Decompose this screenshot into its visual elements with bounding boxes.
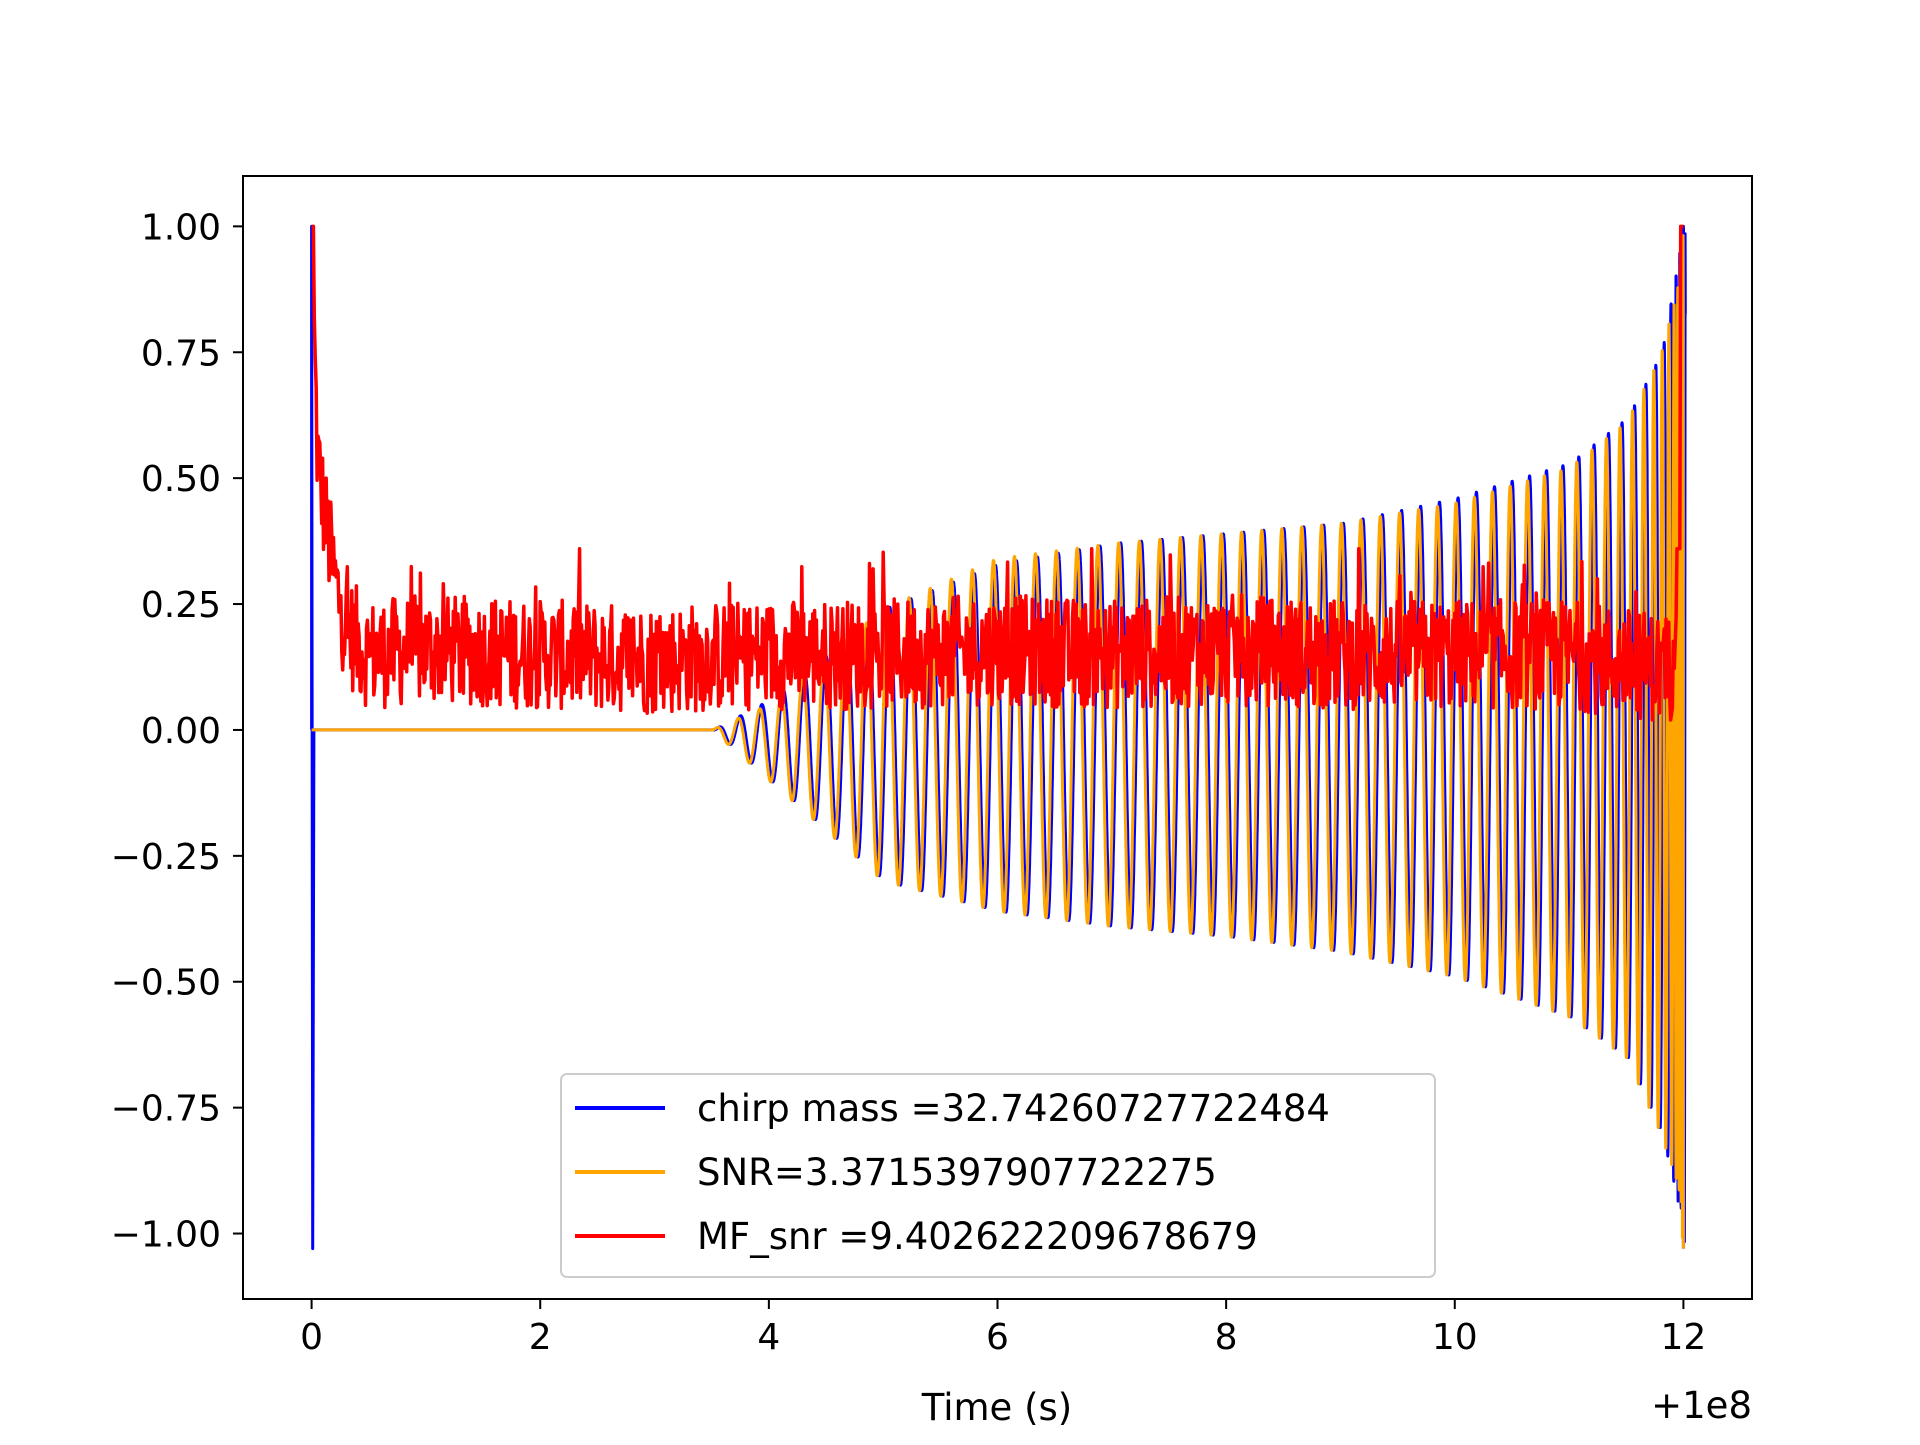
legend-label-snr: SNR=3.3715397907722275 — [697, 1151, 1217, 1194]
series-layer — [310, 224, 1687, 1251]
x-tick-label: 2 — [529, 1317, 552, 1358]
x-tick-label: 4 — [757, 1317, 780, 1358]
x-axis-label: Time (s) — [921, 1386, 1072, 1429]
x-tick-label: 8 — [1215, 1317, 1238, 1358]
y-tick-label: 1.00 — [141, 207, 221, 248]
y-tick-label: −1.00 — [111, 1215, 221, 1256]
series-line-mf-snr — [310, 224, 1685, 722]
y-tick-label: −0.25 — [111, 837, 221, 878]
y-axis: 1.00 0.75 0.50 0.25 0.00 −0.25 −0.50 −0.75 −1.00 — [111, 207, 243, 1256]
y-tick-label: 0.50 — [141, 459, 221, 500]
x-tick-label: 12 — [1661, 1317, 1707, 1358]
x-tick-label: 0 — [300, 1317, 323, 1358]
y-tick-label: 0.75 — [141, 333, 221, 374]
legend-label-chirp-mass: chirp mass =32.74260727722484 — [697, 1087, 1330, 1130]
legend: chirp mass =32.74260727722484 SNR=3.3715… — [560, 1073, 1436, 1278]
x-offset-text: +1e8 — [1651, 1384, 1752, 1427]
y-tick-label: 0.25 — [141, 585, 221, 626]
y-tick-label: −0.50 — [111, 963, 221, 1004]
x-axis: 0 2 4 6 8 10 12 — [300, 1299, 1706, 1358]
y-tick-label: −0.75 — [111, 1089, 221, 1130]
legend-label-mf-snr: MF_snr =9.402622209678679 — [697, 1215, 1258, 1258]
x-tick-label: 6 — [986, 1317, 1009, 1358]
legend-frame — [560, 1073, 1436, 1278]
y-tick-label: 0.00 — [141, 711, 221, 752]
x-tick-label: 10 — [1432, 1317, 1478, 1358]
